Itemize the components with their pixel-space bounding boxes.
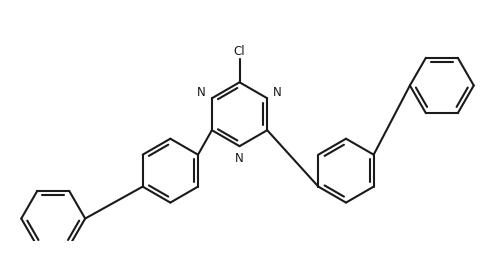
Text: N: N <box>273 86 282 99</box>
Text: Cl: Cl <box>234 45 246 58</box>
Text: N: N <box>235 152 244 165</box>
Text: N: N <box>197 86 206 99</box>
